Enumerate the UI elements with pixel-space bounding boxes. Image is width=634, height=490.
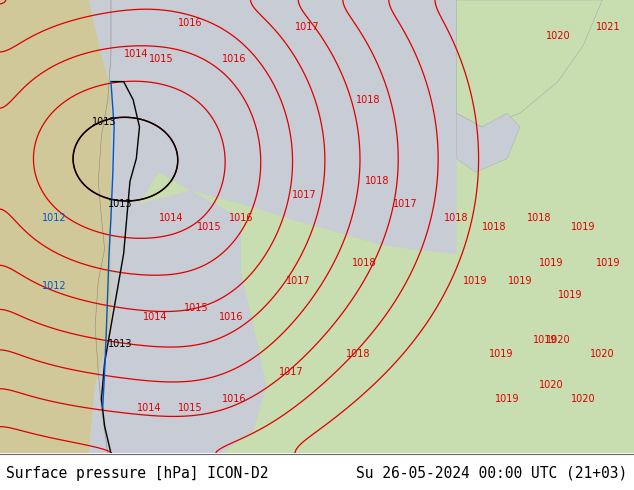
Text: 1016: 1016: [178, 18, 202, 27]
Text: 1012: 1012: [42, 281, 66, 291]
Text: 1015: 1015: [197, 221, 221, 232]
Text: 1019: 1019: [463, 276, 488, 286]
Text: 1017: 1017: [286, 276, 310, 286]
Text: 1018: 1018: [353, 258, 377, 268]
Text: 1018: 1018: [365, 176, 389, 186]
Text: 1020: 1020: [590, 348, 614, 359]
Text: 1018: 1018: [527, 213, 551, 222]
Text: 1020: 1020: [540, 380, 564, 390]
Text: 1013: 1013: [93, 118, 117, 127]
Text: 1012: 1012: [42, 213, 66, 222]
Text: 1019: 1019: [540, 258, 564, 268]
Text: 1019: 1019: [533, 335, 557, 345]
Text: 1019: 1019: [571, 221, 595, 232]
Text: Su 26-05-2024 00:00 UTC (21+03): Su 26-05-2024 00:00 UTC (21+03): [356, 466, 628, 481]
Text: 1017: 1017: [394, 199, 418, 209]
Text: 1019: 1019: [495, 394, 519, 404]
Text: 1020: 1020: [546, 335, 570, 345]
Polygon shape: [89, 191, 266, 453]
Text: 1020: 1020: [546, 31, 570, 41]
Text: 1013: 1013: [108, 199, 133, 209]
Polygon shape: [456, 113, 520, 172]
Text: 1018: 1018: [444, 213, 469, 222]
Text: 1014: 1014: [159, 213, 183, 222]
Text: 1019: 1019: [559, 290, 583, 299]
Text: 1016: 1016: [223, 394, 247, 404]
Text: 1021: 1021: [597, 22, 621, 32]
Polygon shape: [89, 0, 456, 254]
Text: 1014: 1014: [137, 403, 161, 413]
Polygon shape: [89, 0, 634, 453]
Text: 1015: 1015: [184, 303, 209, 313]
Text: 1020: 1020: [571, 394, 595, 404]
Text: 1013: 1013: [108, 340, 133, 349]
Text: 1016: 1016: [219, 312, 243, 322]
Text: 1019: 1019: [597, 258, 621, 268]
Text: 1014: 1014: [143, 312, 167, 322]
Text: 1015: 1015: [178, 403, 202, 413]
Bar: [0, 0, 111, 453]
Text: 1016: 1016: [229, 213, 253, 222]
Text: 1018: 1018: [346, 348, 370, 359]
Text: 1017: 1017: [280, 367, 304, 377]
Text: 1017: 1017: [295, 22, 320, 32]
Text: 1015: 1015: [150, 54, 174, 64]
Polygon shape: [456, 0, 602, 127]
Text: 1017: 1017: [292, 190, 316, 200]
Text: 1018: 1018: [482, 221, 507, 232]
Text: 1014: 1014: [124, 49, 148, 59]
Text: Surface pressure [hPa] ICON-D2: Surface pressure [hPa] ICON-D2: [6, 466, 269, 481]
Text: 1019: 1019: [489, 348, 513, 359]
Text: 1016: 1016: [223, 54, 247, 64]
Text: 1019: 1019: [508, 276, 532, 286]
Text: 1018: 1018: [356, 95, 380, 105]
